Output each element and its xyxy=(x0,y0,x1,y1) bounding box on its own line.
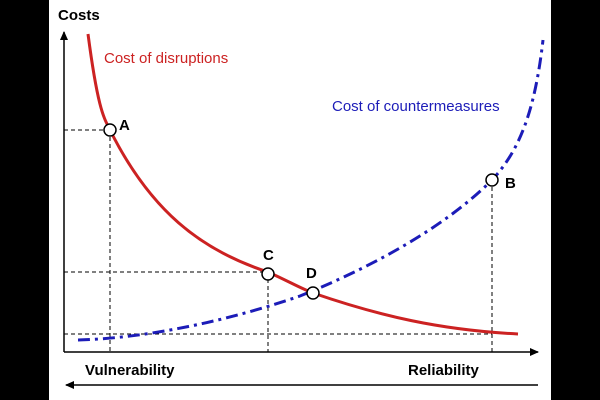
diagram-points xyxy=(103,123,499,300)
cost-of-disruptions-curve xyxy=(86,33,519,336)
point-c-label: C xyxy=(263,247,274,264)
point-a-marker xyxy=(103,123,117,137)
vulnerability-label: Vulnerability xyxy=(85,362,175,379)
diagram-panel xyxy=(49,0,551,400)
point-a-label: A xyxy=(119,117,130,134)
point-c-marker xyxy=(261,267,275,281)
reliability-label: Reliability xyxy=(408,362,480,379)
point-d-marker xyxy=(306,286,320,300)
point-b-label: B xyxy=(505,175,516,192)
y-axis-label: Costs xyxy=(58,7,100,24)
cost-of-countermeasures-label: Cost of countermeasures xyxy=(332,98,500,115)
cost-of-countermeasures-curve xyxy=(77,39,545,342)
point-d-label: D xyxy=(306,265,317,282)
point-b-marker xyxy=(485,173,499,187)
cost-of-disruptions-label: Cost of disruptions xyxy=(104,50,228,67)
